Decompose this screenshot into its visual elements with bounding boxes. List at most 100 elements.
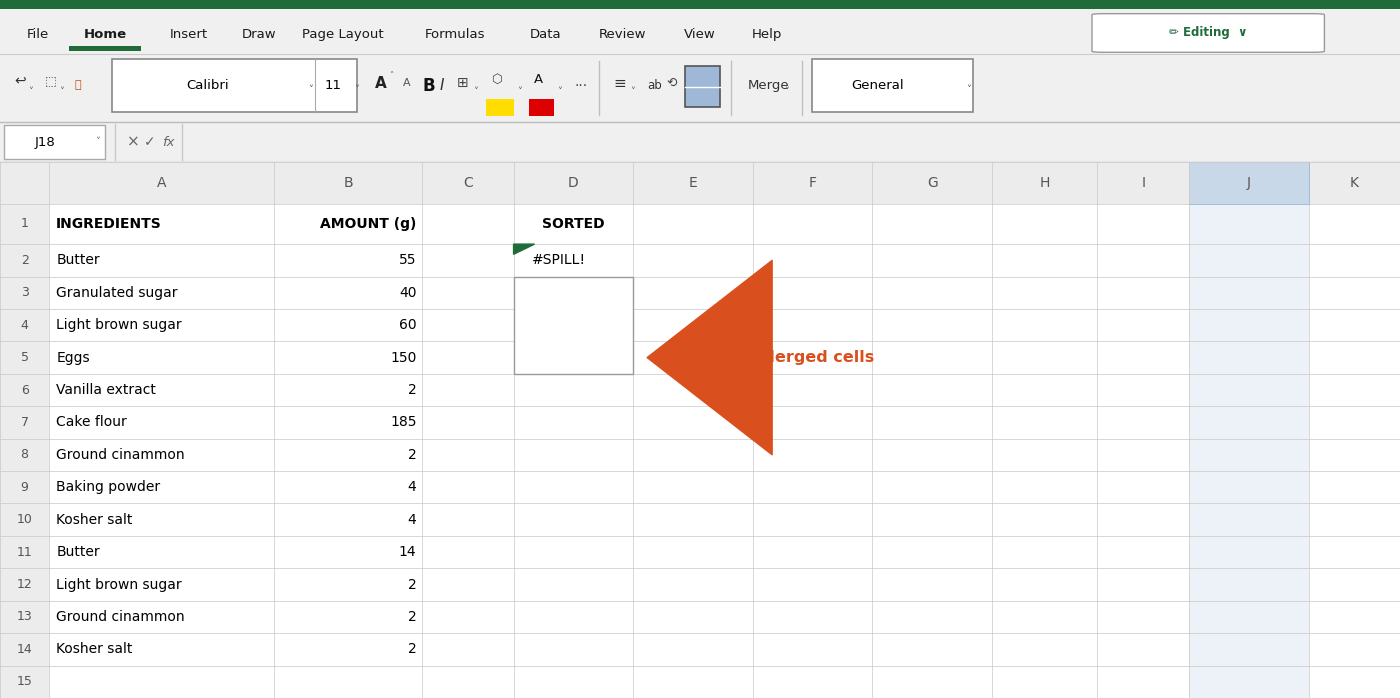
Bar: [753, 162, 872, 204]
Bar: [49, 374, 274, 406]
Text: Vanilla extract: Vanilla extract: [56, 383, 157, 397]
Text: 7: 7: [21, 416, 28, 429]
Bar: [872, 536, 993, 568]
Bar: [753, 341, 872, 374]
Text: 150: 150: [391, 350, 417, 364]
Bar: [274, 276, 423, 309]
Bar: [872, 204, 993, 244]
Bar: [633, 244, 753, 276]
Text: File: File: [27, 28, 49, 40]
Bar: [753, 374, 872, 406]
Bar: [993, 503, 1098, 536]
Bar: [529, 99, 554, 116]
Bar: [1309, 276, 1400, 309]
Bar: [274, 204, 423, 244]
Bar: [1189, 244, 1309, 276]
Bar: [0, 536, 49, 568]
Bar: [753, 309, 872, 341]
Bar: [872, 244, 993, 276]
Bar: [423, 162, 514, 204]
Text: 2: 2: [407, 642, 417, 656]
Bar: [514, 471, 633, 503]
Bar: [423, 568, 514, 601]
Bar: [872, 374, 993, 406]
Bar: [0, 0, 1400, 8]
Bar: [49, 601, 274, 633]
Bar: [423, 633, 514, 666]
Text: 14: 14: [17, 643, 32, 656]
Bar: [633, 406, 753, 438]
Bar: [872, 503, 993, 536]
Text: Draw: Draw: [242, 28, 276, 40]
Text: ˅: ˅: [59, 87, 63, 96]
Text: J18: J18: [35, 135, 55, 149]
Bar: [514, 666, 633, 698]
Text: ≡: ≡: [613, 75, 626, 91]
Bar: [423, 244, 514, 276]
Text: ˅: ˅: [354, 85, 358, 96]
Text: 55: 55: [399, 253, 417, 267]
Bar: [274, 244, 423, 276]
Bar: [993, 438, 1098, 471]
Bar: [49, 633, 274, 666]
Text: 🖌: 🖌: [74, 80, 81, 91]
Text: 2: 2: [21, 254, 28, 267]
Bar: [1309, 309, 1400, 341]
Bar: [1309, 633, 1400, 666]
Text: 4: 4: [407, 480, 417, 494]
Bar: [872, 276, 993, 309]
FancyBboxPatch shape: [112, 59, 357, 112]
Bar: [1098, 276, 1189, 309]
Bar: [514, 244, 633, 276]
Bar: [423, 471, 514, 503]
Text: 2: 2: [407, 383, 417, 397]
Text: D: D: [568, 176, 578, 190]
Bar: [49, 276, 274, 309]
Bar: [753, 471, 872, 503]
Text: Data: Data: [531, 28, 561, 40]
Bar: [1309, 244, 1400, 276]
Bar: [1098, 503, 1189, 536]
Bar: [753, 276, 872, 309]
Bar: [0, 601, 49, 633]
Text: View: View: [685, 28, 715, 40]
Bar: [274, 438, 423, 471]
Text: H: H: [1040, 176, 1050, 190]
Bar: [514, 568, 633, 601]
Bar: [49, 406, 274, 438]
Text: ×: ×: [127, 135, 140, 149]
Bar: [0, 244, 49, 276]
Bar: [993, 536, 1098, 568]
Text: ˅: ˅: [784, 87, 788, 96]
Text: Formulas: Formulas: [424, 28, 486, 40]
Text: I: I: [440, 78, 444, 93]
Text: ˅: ˅: [308, 85, 312, 96]
Bar: [49, 309, 274, 341]
Text: ⊞: ⊞: [456, 76, 468, 90]
Text: B: B: [343, 176, 353, 190]
Bar: [1189, 568, 1309, 601]
Bar: [993, 666, 1098, 698]
Text: ab: ab: [647, 79, 662, 92]
Bar: [1189, 536, 1309, 568]
Text: E: E: [689, 176, 697, 190]
Bar: [49, 666, 274, 698]
Bar: [872, 633, 993, 666]
Text: 40: 40: [399, 285, 417, 299]
Bar: [633, 341, 753, 374]
Text: ⟲: ⟲: [666, 77, 678, 89]
Text: AMOUNT (g): AMOUNT (g): [321, 217, 417, 231]
Bar: [1309, 666, 1400, 698]
Text: Cake flour: Cake flour: [56, 415, 127, 429]
Text: ⬡: ⬡: [491, 73, 503, 86]
Bar: [0, 438, 49, 471]
Bar: [993, 406, 1098, 438]
Bar: [274, 503, 423, 536]
Bar: [49, 471, 274, 503]
Bar: [423, 309, 514, 341]
Bar: [514, 601, 633, 633]
Text: 11: 11: [17, 546, 32, 558]
Bar: [633, 162, 753, 204]
Bar: [49, 244, 274, 276]
Bar: [514, 633, 633, 666]
